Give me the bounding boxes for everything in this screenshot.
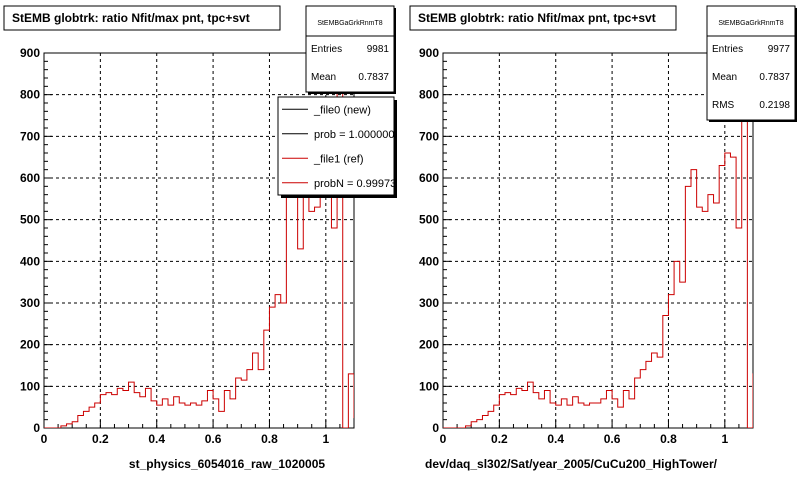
stats-name: StEMBGaGrkRnmT8	[718, 20, 783, 27]
legend-label: probN = 0.99973	[314, 178, 396, 190]
x-tick-label: 1	[322, 432, 329, 446]
x-axis-label: st_physics_6054016_raw_1020005	[129, 457, 325, 471]
stats-label: RMS	[712, 100, 735, 111]
histogram-series-1	[44, 69, 354, 428]
stats-label: Mean	[712, 72, 737, 83]
x-tick-label: 0.4	[547, 432, 564, 446]
stats-label: Entries	[311, 44, 342, 55]
y-tick-label: 900	[20, 46, 40, 60]
stats-value: 9981	[367, 44, 390, 55]
y-tick-label: 100	[20, 379, 40, 393]
y-tick-label: 200	[20, 338, 40, 352]
title-box	[409, 5, 677, 31]
stats-value: 9977	[768, 44, 791, 55]
y-tick-label: 400	[20, 254, 40, 268]
y-tick-label: 500	[20, 213, 40, 227]
y-tick-label: 300	[20, 296, 40, 310]
y-tick-label: 300	[419, 296, 439, 310]
plot-frame	[442, 52, 754, 429]
x-tick-label: 0	[41, 432, 48, 446]
y-tick-label: 100	[419, 379, 439, 393]
chart-title: StEMB globtrk: ratio Nfit/max pnt, tpc+s…	[12, 11, 250, 25]
y-tick-label: 900	[419, 46, 439, 60]
chart-title: StEMB globtrk: ratio Nfit/max pnt, tpc+s…	[418, 11, 656, 25]
y-tick-label: 700	[419, 129, 439, 143]
title-box	[3, 5, 281, 31]
legend-label: _file0 (new)	[313, 104, 371, 116]
stats-box	[706, 5, 796, 121]
x-tick-label: 0.8	[261, 432, 278, 446]
x-tick-label: 1	[721, 432, 728, 446]
x-tick-label: 0.6	[205, 432, 222, 446]
x-tick-label: 0.2	[491, 432, 508, 446]
stats-value: 0.7837	[759, 72, 790, 83]
x-tick-label: 0	[440, 432, 447, 446]
y-tick-label: 800	[20, 88, 40, 102]
stats-label: Mean	[311, 72, 336, 83]
y-tick-label: 500	[419, 213, 439, 227]
x-tick-label: 0.2	[92, 432, 109, 446]
stats-value: 0.7837	[358, 72, 389, 83]
y-tick-label: 700	[20, 129, 40, 143]
legend-label: prob = 1.000000	[314, 129, 394, 141]
stats-box	[305, 5, 395, 93]
y-tick-label: 600	[20, 171, 40, 185]
y-tick-label: 0	[432, 421, 439, 435]
x-tick-label: 0.6	[604, 432, 621, 446]
chart-pad-1: 0 0.2 0.4 0.6 0.8 1 0 100 200 300 400 500 600 700 800 9…	[3, 5, 397, 471]
y-tick-label: 200	[419, 338, 439, 352]
stats-label: Entries	[712, 44, 743, 55]
stats-name: StEMBGaGrkRnmT8	[317, 20, 382, 27]
legend-box	[277, 96, 395, 196]
y-tick-label: 800	[419, 88, 439, 102]
x-tick-label: 0.8	[660, 432, 677, 446]
histogram-series-1	[443, 53, 753, 428]
x-tick-label: 0.4	[148, 432, 165, 446]
legend-label: _file1 (ref)	[313, 153, 364, 165]
y-tick-label: 400	[419, 254, 439, 268]
y-tick-label: 0	[33, 421, 40, 435]
x-axis-label: dev/daq_sl302/Sat/year_2005/CuCu200_High…	[425, 457, 718, 471]
y-tick-label: 600	[419, 171, 439, 185]
stats-value: 0.2198	[759, 100, 790, 111]
chart-pad-2: 0 0.2 0.4 0.6 0.8 1 0 100 200 300 400 500 600 700 800 9…	[409, 5, 797, 471]
